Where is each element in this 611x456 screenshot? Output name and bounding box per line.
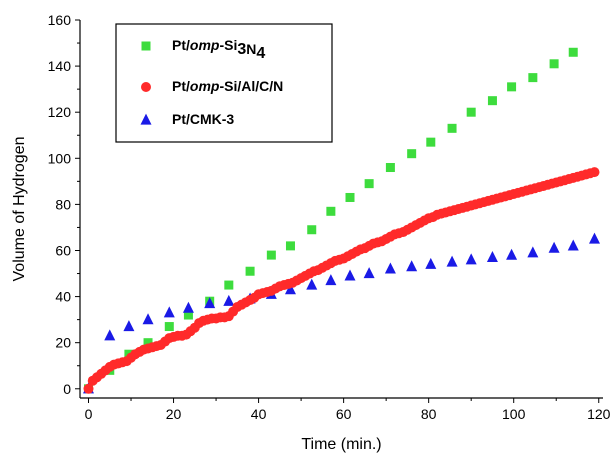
data-point: [446, 255, 458, 267]
data-point: [363, 267, 375, 279]
data-point: [245, 266, 255, 276]
y-ticks: 0 20 40 60 80 100 120 140 160: [48, 12, 80, 397]
data-point: [589, 167, 600, 178]
data-point: [588, 232, 600, 244]
axes: [79, 20, 603, 399]
legend-label: Pt/omp-Si/Al/C/N: [172, 78, 283, 94]
legend-label: Pt/omp-Si3N4: [172, 37, 265, 62]
data-point: [183, 310, 193, 320]
data-point: [163, 306, 175, 318]
data-point: [224, 280, 234, 290]
legend: Pt/omp-Si3N4 Pt/omp-Si/Al/C/N Pt/CMK-3: [115, 23, 333, 143]
data-point: [548, 241, 560, 253]
x-ticks: 0 20 40 60 80 100 120: [85, 398, 611, 422]
data-point: [406, 260, 418, 272]
data-point: [164, 322, 174, 332]
data-point: [549, 59, 559, 69]
data-point: [142, 313, 154, 325]
data-point: [266, 250, 276, 260]
y-tick-label: 100: [48, 150, 72, 166]
data-point: [83, 383, 94, 394]
x-tick-label: 0: [85, 406, 93, 422]
x-tick-label: 80: [421, 406, 437, 422]
x-tick-label: 40: [251, 406, 267, 422]
data-point: [326, 206, 336, 216]
data-point: [364, 179, 374, 189]
y-tick-label: 160: [48, 12, 72, 28]
data-point: [384, 262, 396, 274]
legend-entry: Pt/omp-Si/Al/C/N: [141, 78, 283, 94]
y-axis-title: Volume of Hydrogen: [11, 137, 28, 282]
legend-marker: [141, 41, 151, 51]
y-tick-label: 0: [63, 381, 71, 397]
y-tick-label: 120: [48, 104, 72, 120]
legend-box: [115, 23, 333, 143]
data-point: [385, 163, 395, 173]
y-tick-label: 140: [48, 58, 72, 74]
data-point: [345, 192, 355, 202]
data-point: [507, 82, 517, 92]
legend-marker: [140, 113, 152, 125]
series-circle-points: [83, 167, 600, 394]
data-point: [486, 251, 498, 263]
data-point: [567, 239, 579, 251]
plot-area: [83, 47, 600, 394]
data-point: [527, 246, 539, 258]
data-point: [285, 241, 295, 251]
data-point: [487, 96, 497, 106]
data-point: [465, 253, 477, 265]
y-tick-label: 60: [55, 242, 71, 258]
data-point: [344, 269, 356, 281]
legend-items: Pt/omp-Si3N4 Pt/omp-Si/Al/C/N Pt/CMK-3: [140, 37, 283, 127]
data-point: [182, 301, 194, 313]
legend-label: Pt/CMK-3: [172, 111, 234, 127]
x-tick-label: 100: [502, 406, 526, 422]
data-point: [307, 225, 317, 235]
data-point: [466, 107, 476, 117]
legend-marker: [141, 82, 151, 92]
data-point: [426, 137, 436, 147]
data-point: [306, 278, 318, 290]
data-point: [104, 329, 116, 341]
legend-entry: Pt/omp-Si3N4: [141, 37, 265, 62]
legend-entry: Pt/CMK-3: [140, 111, 234, 127]
data-point: [204, 297, 216, 309]
data-point: [143, 338, 153, 348]
data-point: [568, 47, 578, 57]
data-point: [425, 257, 437, 269]
data-point: [284, 283, 296, 295]
data-point: [325, 274, 337, 286]
x-tick-label: 120: [587, 406, 611, 422]
x-tick-label: 60: [336, 406, 352, 422]
x-axis-title: Time (min.): [301, 436, 381, 453]
y-tick-label: 20: [55, 335, 71, 351]
data-point: [506, 248, 518, 260]
x-tick-label: 20: [166, 406, 182, 422]
y-tick-label: 80: [55, 196, 71, 212]
data-point: [223, 294, 235, 306]
y-tick-label: 40: [55, 289, 71, 305]
data-point: [528, 73, 538, 83]
data-point: [123, 320, 135, 332]
data-point: [447, 123, 457, 133]
data-point: [407, 149, 417, 159]
